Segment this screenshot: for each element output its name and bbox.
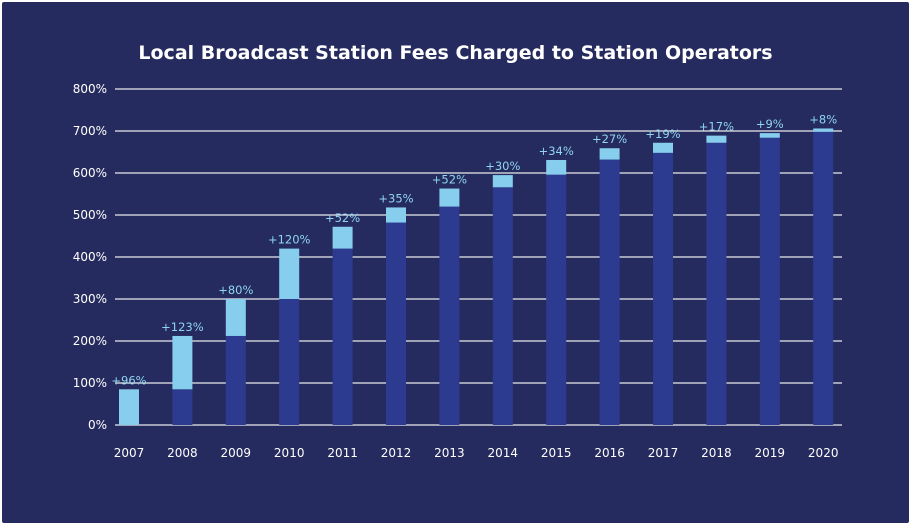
y-tick-label: 600% [73, 166, 107, 180]
x-tick-label: 2008 [167, 446, 198, 460]
x-tick-label: 2014 [488, 446, 519, 460]
data-label: +35% [378, 191, 413, 205]
data-label: +120% [268, 233, 311, 247]
bar-increase [439, 188, 460, 207]
bar-increase [279, 248, 300, 299]
bar-base [653, 152, 673, 425]
bar-base [172, 389, 193, 425]
x-tick-label: 2009 [221, 446, 252, 460]
data-label: +52% [325, 211, 360, 225]
y-tick-label: 400% [73, 250, 107, 264]
bar-increase [225, 299, 246, 336]
data-label: +27% [592, 132, 627, 146]
data-label: +19% [645, 127, 680, 141]
data-label: +52% [432, 173, 467, 187]
data-label: +9% [756, 117, 784, 131]
bar-increase [599, 148, 620, 160]
y-tick-label: 200% [73, 334, 107, 348]
bar-base [599, 159, 620, 425]
y-tick-label: 800% [73, 82, 107, 96]
bar-increase [706, 135, 727, 143]
data-label: +123% [161, 320, 204, 334]
x-tick-label: 2018 [701, 446, 732, 460]
bar-increase [546, 159, 567, 175]
y-tick-label: 700% [73, 124, 107, 138]
bar-increase [492, 175, 513, 188]
bar-base [706, 142, 727, 425]
x-tick-label: 2013 [434, 446, 465, 460]
bar-base [332, 248, 353, 425]
bar-base [759, 137, 780, 425]
bar-increase [119, 389, 139, 425]
bar-base [279, 299, 300, 425]
bar-increase [386, 207, 406, 223]
x-tick-label: 2010 [274, 446, 305, 460]
bar-base [386, 222, 406, 425]
x-tick-label: 2011 [327, 446, 358, 460]
bar-base [492, 187, 513, 425]
y-tick-label: 300% [73, 292, 107, 306]
x-tick-label: 2016 [594, 446, 625, 460]
bar-increase [813, 128, 834, 132]
bar-increase [759, 133, 780, 138]
x-tick-label: 2020 [808, 446, 839, 460]
bar-base [225, 335, 246, 425]
bar-increase [172, 335, 193, 390]
bar-base [439, 206, 460, 425]
bar-base [546, 174, 567, 425]
data-label: +8% [809, 112, 837, 126]
bar-increase [653, 142, 673, 153]
bar-base [813, 131, 834, 425]
chart-title: Local Broadcast Station Fees Charged to … [138, 42, 773, 64]
x-tick-label: 2007 [114, 446, 145, 460]
data-label: +30% [485, 159, 520, 173]
y-tick-label: 100% [73, 376, 107, 390]
y-tick-label: 0% [88, 418, 107, 432]
data-label: +17% [699, 120, 734, 134]
data-label: +80% [218, 283, 253, 297]
y-tick-label: 500% [73, 208, 107, 222]
x-tick-label: 2015 [541, 446, 572, 460]
data-label: +34% [539, 144, 574, 158]
x-tick-label: 2012 [381, 446, 412, 460]
bar-increase [332, 226, 353, 249]
x-tick-label: 2019 [755, 446, 786, 460]
x-tick-label: 2017 [648, 446, 679, 460]
data-label: +96% [111, 373, 146, 387]
